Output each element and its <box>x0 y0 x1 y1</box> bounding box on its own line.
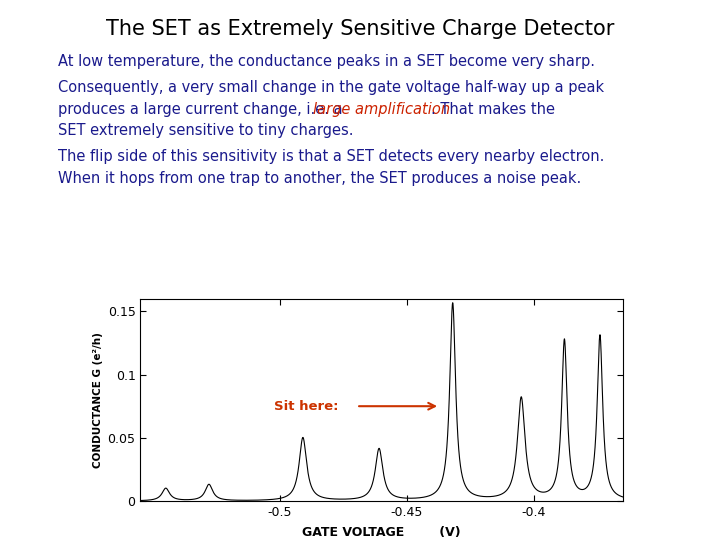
X-axis label: GATE VOLTAGE        (V): GATE VOLTAGE (V) <box>302 526 461 539</box>
Y-axis label: CONDUCTANCE G (e²/h): CONDUCTANCE G (e²/h) <box>94 332 104 468</box>
Text: Sit here:: Sit here: <box>274 400 338 413</box>
Text: SET extremely sensitive to tiny charges.: SET extremely sensitive to tiny charges. <box>58 123 353 138</box>
Text: The flip side of this sensitivity is that a SET detects every nearby electron.: The flip side of this sensitivity is tha… <box>58 149 604 164</box>
Text: produces a large current change, i.e. a: produces a large current change, i.e. a <box>58 102 347 117</box>
Text: Consequently, a very small change in the gate voltage half-way up a peak: Consequently, a very small change in the… <box>58 80 604 95</box>
Text: large amplification: large amplification <box>313 102 450 117</box>
Text: The SET as Extremely Sensitive Charge Detector: The SET as Extremely Sensitive Charge De… <box>106 19 614 39</box>
Text: At low temperature, the conductance peaks in a SET become very sharp.: At low temperature, the conductance peak… <box>58 54 595 69</box>
Text: When it hops from one trap to another, the SET produces a noise peak.: When it hops from one trap to another, t… <box>58 171 581 186</box>
Text: . That makes the: . That makes the <box>431 102 554 117</box>
